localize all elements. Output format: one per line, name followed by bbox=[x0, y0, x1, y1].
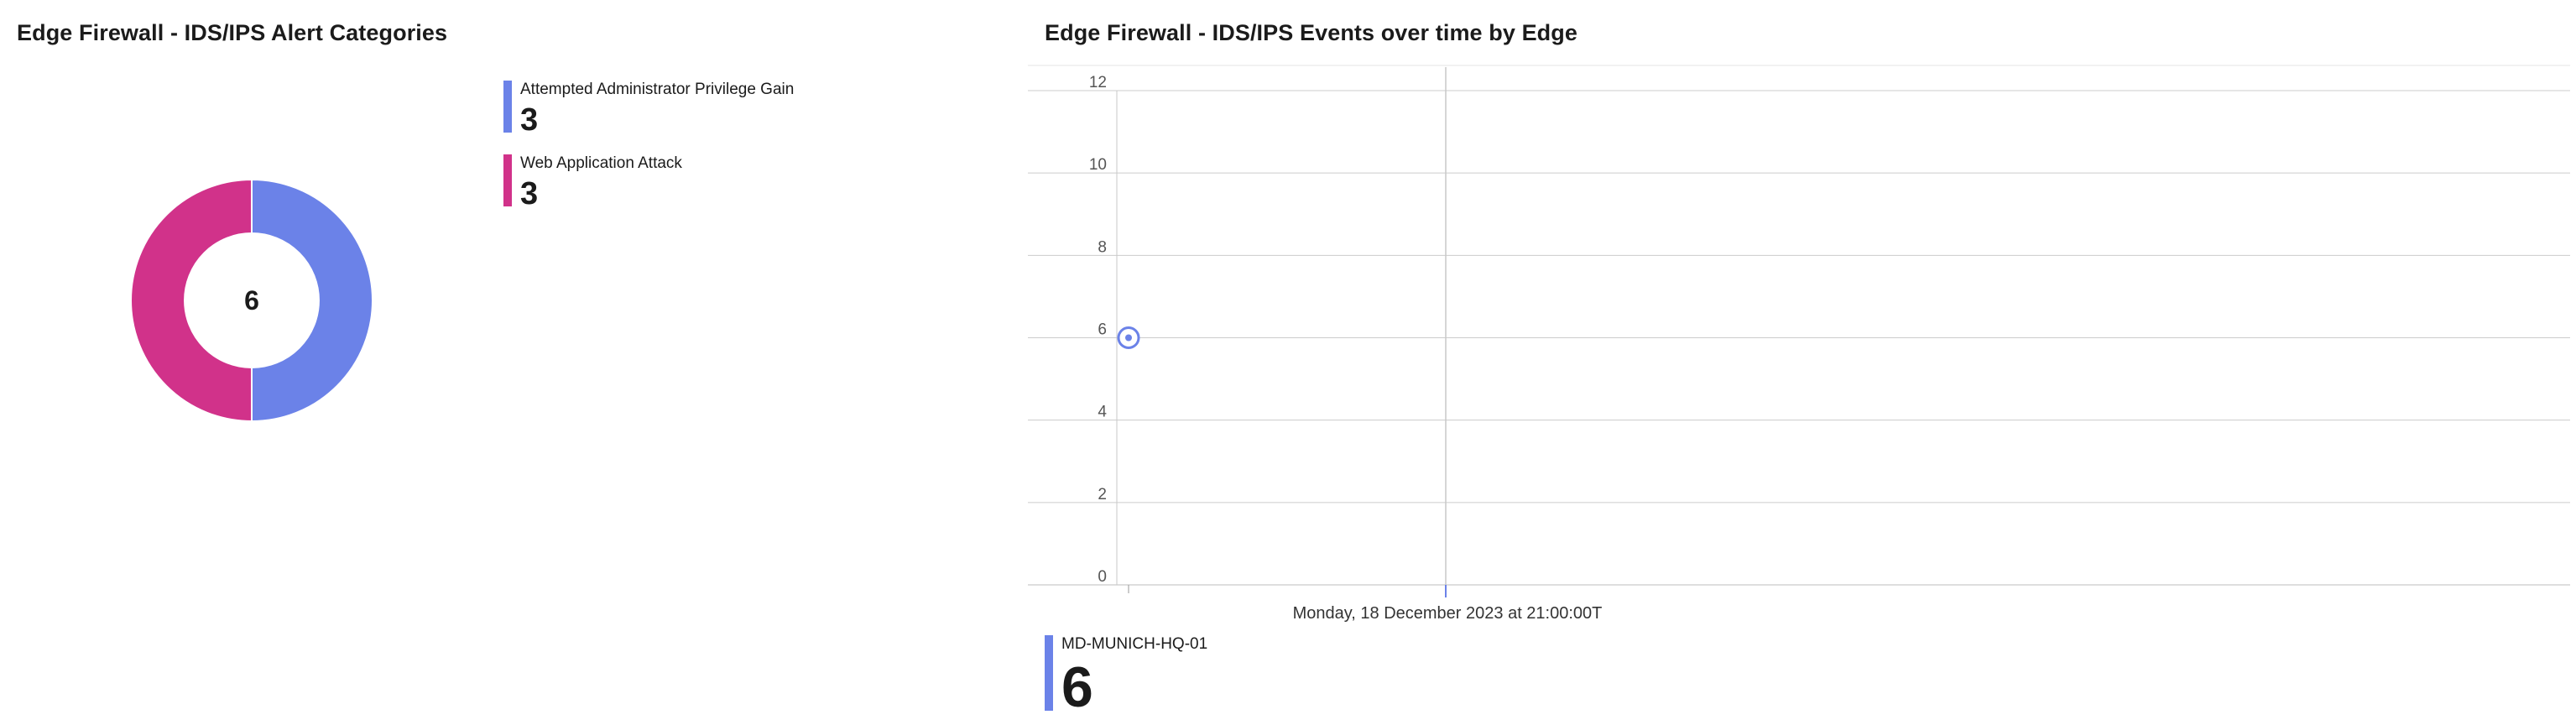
x-axis-datetime-label: Monday, 18 December 2023 at 21:00:00T bbox=[1293, 604, 1603, 623]
panel-title: Edge Firewall - IDS/IPS Alert Categories bbox=[17, 20, 448, 45]
panel-title: Edge Firewall - IDS/IPS Events over time… bbox=[1045, 20, 1577, 45]
legend-label: Attempted Administrator Privilege Gain bbox=[520, 81, 795, 98]
legend-item-admin-privilege[interactable]: Attempted Administrator Privilege Gain 3 bbox=[503, 81, 822, 138]
alert-categories-panel: Edge Firewall - IDS/IPS Alert Categories… bbox=[0, 0, 1028, 725]
donut-slice-admin-privilege[interactable] bbox=[251, 178, 373, 423]
legend-value: 6 bbox=[1061, 655, 1093, 719]
y-tick-label: 0 bbox=[1098, 568, 1107, 586]
legend-value: 3 bbox=[520, 176, 539, 211]
y-tick-label: 2 bbox=[1098, 486, 1107, 503]
events-line-chart: 0 2 4 6 8 10 12 Monday, 18 December 2023 at 21… bbox=[1028, 65, 2570, 623]
y-tick-label: 4 bbox=[1098, 404, 1107, 421]
donut-center-total: 6 bbox=[244, 285, 259, 316]
legend-swatch bbox=[1045, 635, 1053, 711]
legend-item-md-munich-hq-01[interactable]: MD-MUNICH-HQ-01 6 bbox=[1045, 635, 1296, 716]
legend-item-web-app-attack[interactable]: Web Application Attack 3 bbox=[503, 154, 822, 211]
donut-chart: 6 bbox=[130, 178, 373, 423]
legend-value: 3 bbox=[520, 102, 539, 138]
legend-label: Web Application Attack bbox=[520, 154, 682, 172]
y-tick-label: 12 bbox=[1089, 74, 1107, 91]
data-point-dot bbox=[1125, 334, 1132, 342]
legend-swatch bbox=[503, 81, 512, 133]
y-tick-label: 10 bbox=[1089, 156, 1107, 174]
y-tick-label: 6 bbox=[1098, 321, 1107, 339]
y-tick-label: 8 bbox=[1098, 238, 1107, 256]
events-over-time-panel: Edge Firewall - IDS/IPS Events over time… bbox=[1028, 0, 2576, 725]
donut-slice-web-app-attack[interactable] bbox=[130, 178, 253, 423]
legend-label: MD-MUNICH-HQ-01 bbox=[1061, 635, 1208, 653]
legend-swatch bbox=[503, 154, 512, 206]
